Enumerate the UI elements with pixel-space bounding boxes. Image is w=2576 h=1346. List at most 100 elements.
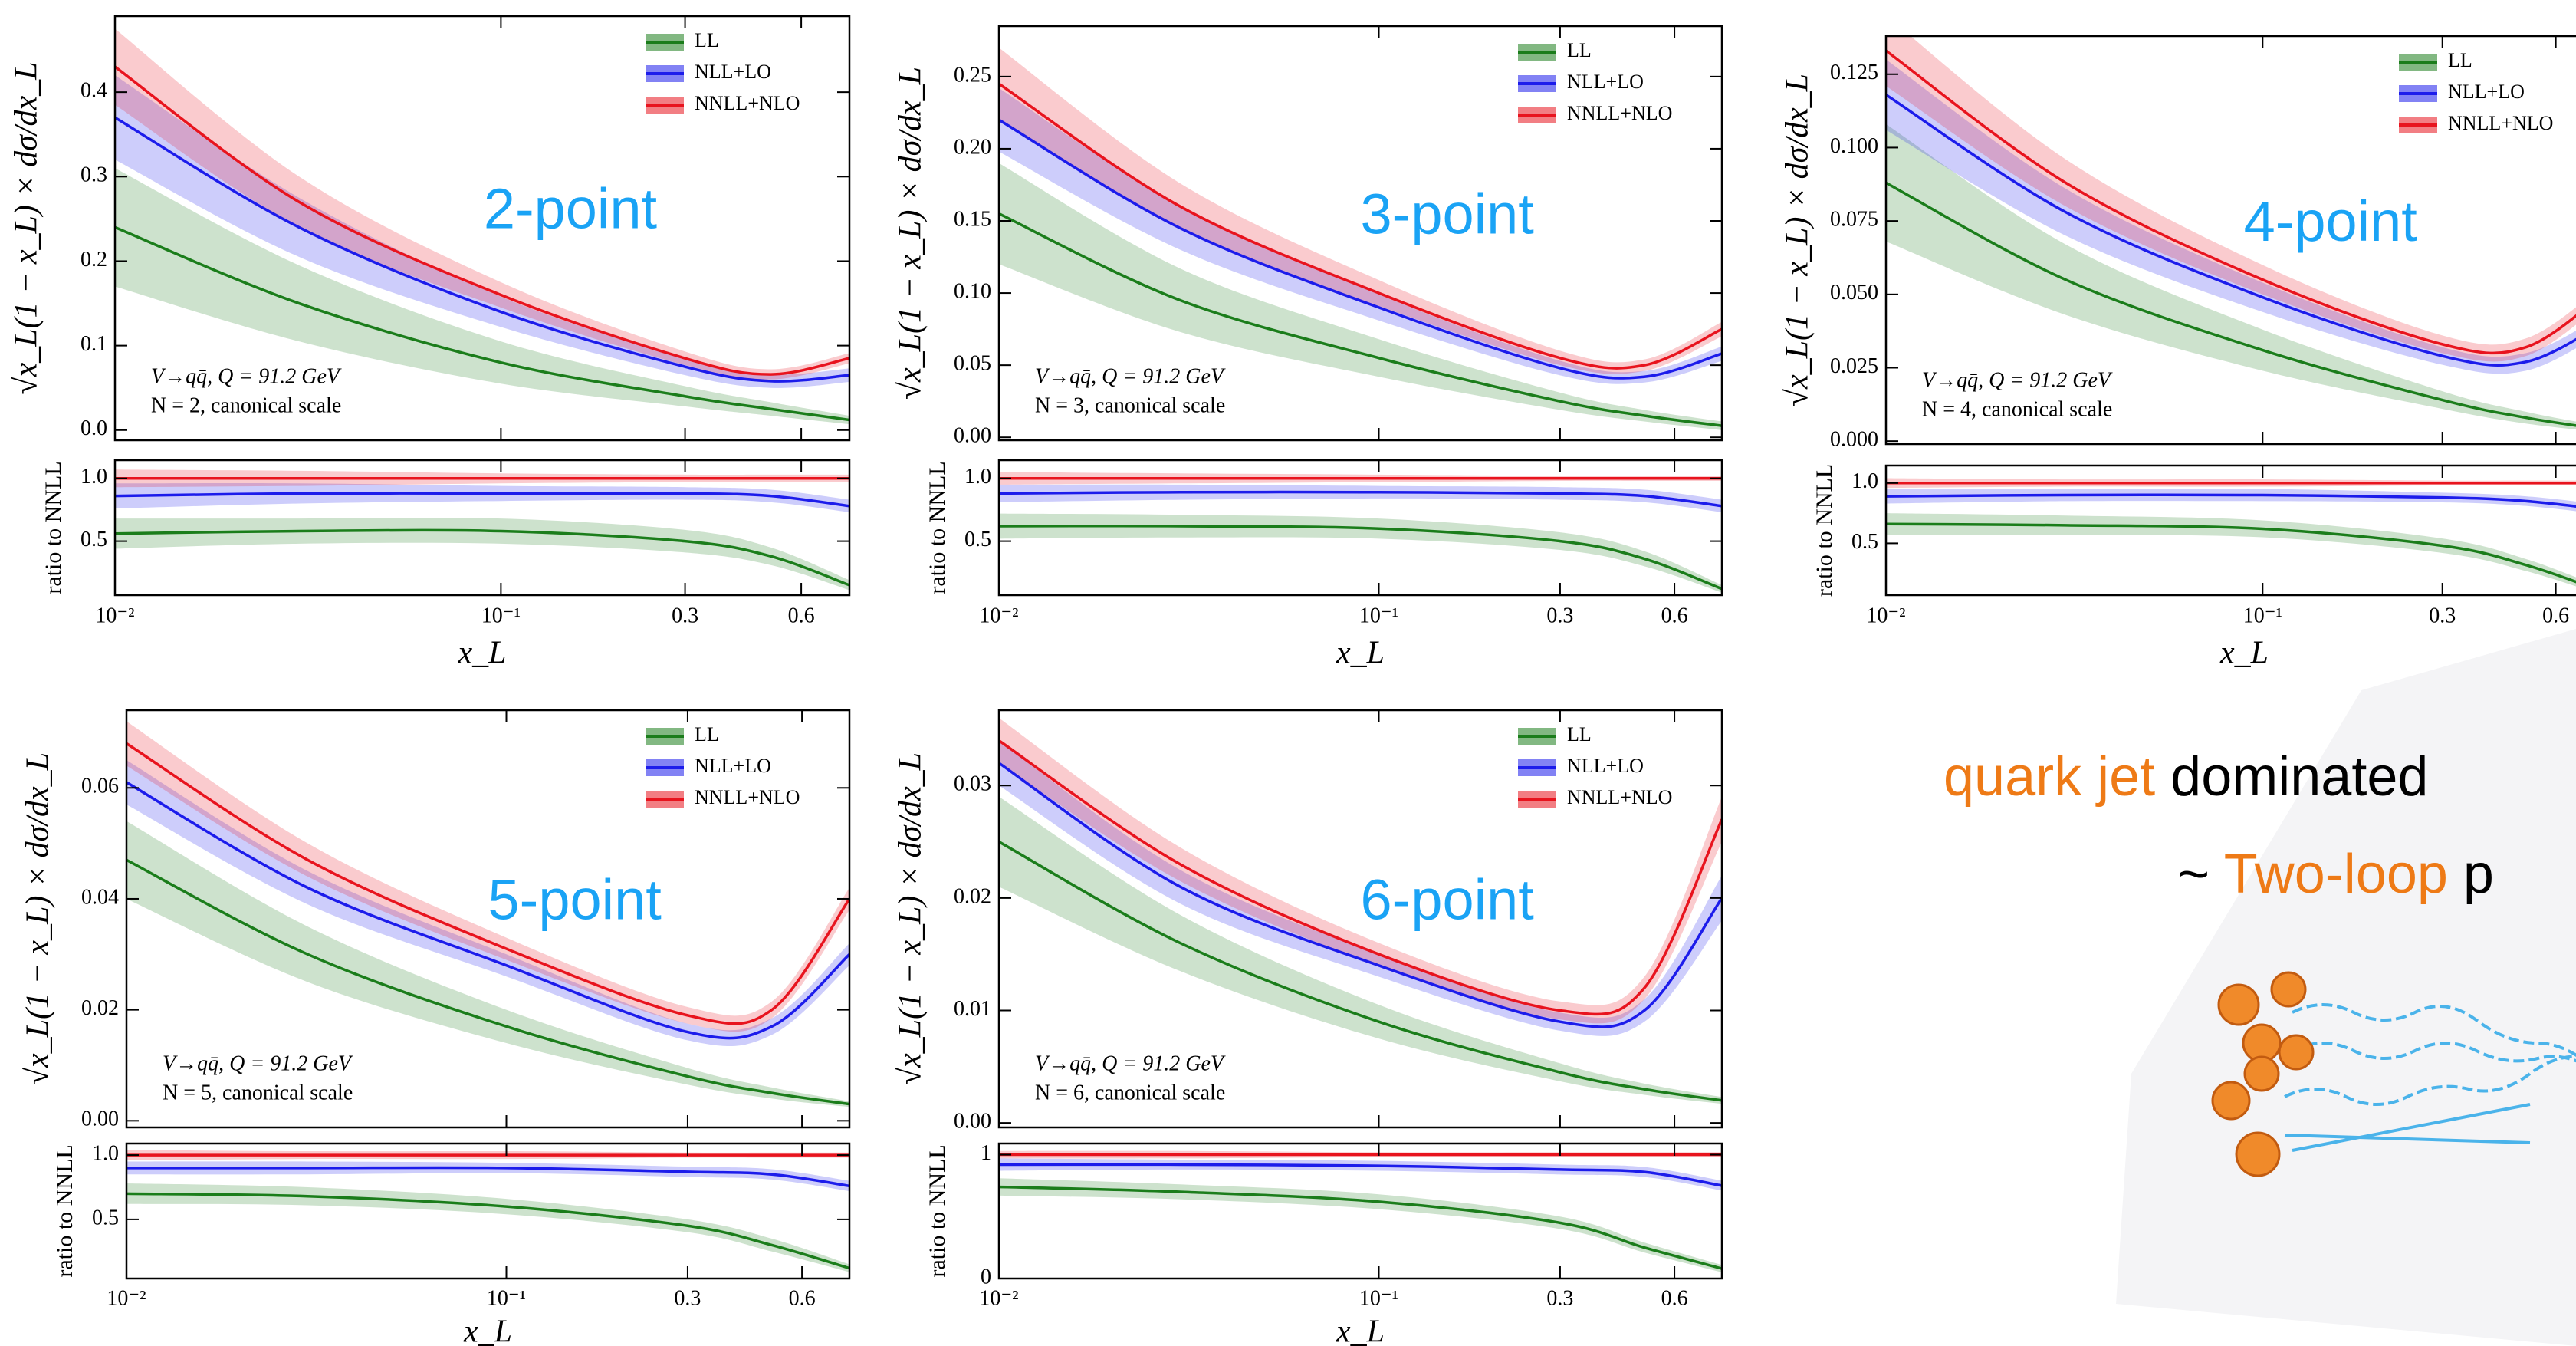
ratio-axis-label: ratio to NNLL — [925, 1144, 950, 1277]
frame — [1884, 35, 2576, 446]
y-tick-label: 0.0 — [80, 416, 107, 440]
y-axis-label: √x_L(1 − x_L) × dσ/dx_L — [9, 61, 44, 394]
y-tick-label: 1.0 — [1852, 469, 1878, 493]
text: ~ — [2177, 844, 2210, 905]
panel-label: 4-point — [2244, 189, 2418, 253]
y-axis-label: √x_L(1 − x_L) × dσ/dx_L — [1780, 74, 1815, 406]
jet-illustration — [2284, 1003, 2576, 1152]
ratio-panel — [115, 469, 849, 591]
y-tick-label: 0.2 — [80, 248, 107, 272]
y-tick-label: 0.10 — [954, 280, 991, 304]
x-tick-label: 0.3 — [2429, 604, 2456, 627]
series-line — [999, 841, 1722, 1102]
series-line — [127, 742, 849, 1025]
y-tick-label: 0.20 — [954, 135, 991, 159]
uncertainty-band — [127, 821, 849, 1107]
x-tick-label: 10⁻² — [107, 1286, 146, 1310]
y-axis-label: √x_L(1 − x_L) × dσ/dx_L — [893, 752, 928, 1085]
series-line — [1886, 493, 2576, 508]
legend-label: NLL+LO — [1567, 71, 1644, 93]
image-background — [2116, 629, 2576, 1346]
x-tick-label: 10⁻² — [979, 1286, 1018, 1310]
main-panel — [115, 28, 849, 425]
text: p — [2463, 844, 2494, 905]
y-tick-label: 0.100 — [1830, 134, 1878, 158]
frame — [997, 709, 1723, 1129]
x-tick-label: 10⁻¹ — [1359, 1286, 1398, 1310]
panel-label: 6-point — [1361, 868, 1535, 932]
x-axis-label: x_L — [1336, 1315, 1385, 1346]
main-panel — [999, 718, 1722, 1104]
x-tick-label: 10⁻¹ — [1359, 604, 1398, 627]
frame — [1884, 464, 2576, 597]
uncertainty-band — [999, 163, 1722, 430]
ratio-panel — [1886, 478, 2576, 587]
y-tick-label: 1.0 — [80, 465, 107, 489]
legend-label: NNLL+NLO — [1567, 786, 1672, 808]
series-line — [127, 858, 849, 1106]
ratio-panel — [999, 472, 1722, 593]
legend-label: NLL+LO — [1567, 755, 1644, 777]
series-line — [999, 212, 1722, 427]
panel-label: 5-point — [488, 868, 662, 932]
uncertainty-band — [115, 518, 849, 591]
y-axis-label: √x_L(1 − x_L) × dσ/dx_L — [21, 752, 56, 1085]
ratio-axis-label: ratio to NNLL — [925, 461, 950, 594]
ratio-axis-label: ratio to NNLL — [1812, 464, 1837, 597]
y-tick-label: 0.3 — [80, 163, 107, 187]
uncertainty-band — [1886, 123, 2576, 430]
chart: 0.00 0.01 0.02 0.03 0 1 10⁻² 10⁻¹ 0.3 0.6 x_L √x_L(… — [893, 709, 1723, 1346]
frame — [997, 25, 1723, 442]
panel-label: 3-point — [1361, 183, 1535, 246]
y-tick-label: 0.075 — [1830, 208, 1878, 232]
y-tick-label: 0.00 — [81, 1107, 119, 1131]
hadron — [2270, 971, 2307, 1008]
setup-note: N = 5, canonical scale — [163, 1081, 353, 1104]
x-tick-label: 10⁻¹ — [481, 604, 521, 627]
uncertainty-band — [127, 1183, 849, 1272]
series-line — [127, 781, 849, 1040]
x-tick-label: 10⁻² — [979, 604, 1018, 627]
panel-label: 2-point — [484, 177, 658, 241]
series-line — [1886, 49, 2576, 355]
quark-line — [2284, 1134, 2531, 1144]
y-tick-label: 0.02 — [81, 996, 119, 1020]
process-note: V→qq̄, Q = 91.2 GeV — [1035, 1051, 1226, 1075]
hadron — [2235, 1131, 2281, 1177]
y-axis-label: √x_L(1 − x_L) × dσ/dx_L — [893, 67, 928, 400]
side-line-1: quark jet dominated — [1944, 746, 2428, 808]
uncertainty-band — [1886, 489, 2576, 512]
x-axis-label: x_L — [1336, 636, 1385, 671]
legend-label: NNLL+NLO — [695, 92, 800, 114]
x-tick-label: 0.6 — [788, 604, 815, 627]
x-axis-label: x_L — [458, 636, 507, 671]
x-tick-label: 0.6 — [1661, 1286, 1688, 1310]
y-tick-label: 0.5 — [80, 528, 107, 551]
main-panel — [1886, 36, 2576, 430]
highlight: quark jet — [1944, 746, 2155, 808]
legend-label: NNLL+NLO — [695, 786, 800, 808]
series-line — [999, 1163, 1722, 1187]
legend-label: NNLL+NLO — [2448, 112, 2553, 134]
chart: 0.00 0.02 0.04 0.06 0.5 1.0 10⁻² 10⁻¹ 0.3 0.6 x_L √… — [21, 709, 851, 1346]
side-line-2: ~ Two-loop p — [2177, 844, 2494, 905]
uncertainty-band — [115, 168, 849, 425]
y-tick-label: 0.00 — [954, 424, 991, 448]
y-tick-label: 0.06 — [81, 775, 119, 798]
process-note: V→qq̄, Q = 91.2 GeV — [1035, 364, 1226, 388]
uncertainty-band — [999, 1158, 1722, 1191]
uncertainty-band — [127, 721, 849, 1032]
ratio-axis-label: ratio to NNLL — [41, 461, 66, 594]
process-note: V→qq̄, Q = 91.2 GeV — [151, 364, 342, 388]
uncertainty-band — [115, 28, 849, 380]
y-tick-label: 0.125 — [1830, 61, 1878, 84]
x-tick-label: 10⁻¹ — [2243, 604, 2282, 627]
series-line — [999, 118, 1722, 380]
highlight: Two-loop — [2224, 844, 2448, 905]
y-tick-label: 0.03 — [954, 772, 991, 796]
gluon — [2284, 1055, 2576, 1106]
legend-label: LL — [695, 29, 719, 51]
main-panel — [999, 48, 1722, 430]
y-tick-label: 0.5 — [92, 1206, 119, 1229]
x-tick-label: 0.3 — [1546, 1286, 1573, 1310]
